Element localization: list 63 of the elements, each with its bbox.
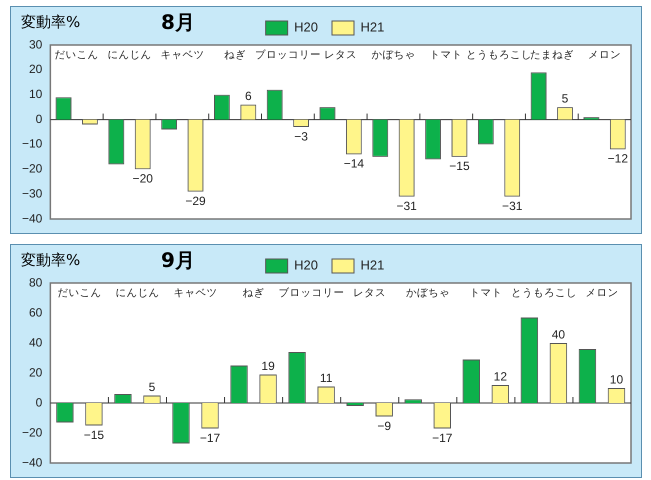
y-tick-label: −20 (22, 425, 43, 440)
x-tick-label: ブロッコリー (278, 286, 345, 299)
y-tick-label: 60 (28, 305, 43, 320)
data-label: −9 (377, 418, 392, 433)
data-label: −17 (200, 430, 221, 445)
data-label: 5 (148, 380, 156, 394)
x-tick-label: たまねぎ (530, 48, 574, 61)
data-label: −31 (396, 198, 418, 213)
y-tick-label: −40 (22, 211, 43, 226)
x-tick-label: にんじん (115, 286, 160, 299)
x-tick-label: ねぎ (224, 48, 246, 61)
legend-label: H21 (360, 20, 384, 35)
y-axis-title: 変動率% (21, 13, 80, 32)
x-tick-label: にんじん (108, 48, 152, 61)
x-tick-label: キャベツ (174, 286, 218, 299)
legend-label: H20 (294, 20, 318, 35)
x-tick-label: メロン (588, 48, 622, 61)
data-label: 5 (562, 91, 569, 106)
data-label: 11 (320, 370, 333, 385)
x-tick-label: とうもろこし (510, 286, 577, 299)
x-tick-label: ねぎ (242, 286, 265, 299)
x-tick-label: だいこん (54, 48, 99, 61)
x-tick-label: レタス (353, 286, 386, 299)
data-label: 40 (552, 327, 566, 342)
y-tick-label: 0 (36, 112, 43, 126)
y-tick-label: 20 (28, 62, 43, 76)
data-label: 12 (494, 369, 508, 384)
data-label: −29 (185, 194, 206, 208)
y-tick-label: −10 (22, 136, 43, 151)
x-tick-label: トマト (469, 286, 502, 299)
x-tick-label: ブロッコリー (254, 48, 321, 61)
data-label: −14 (344, 156, 364, 171)
y-tick-label: −40 (22, 455, 43, 470)
legend-label: H20 (294, 258, 318, 273)
data-label: −12 (608, 152, 628, 166)
data-label: 19 (261, 358, 276, 373)
y-tick-label: 30 (28, 37, 43, 52)
x-tick-label: だいこん (57, 286, 102, 299)
legend-label: H21 (360, 258, 384, 273)
y-tick-label: 10 (28, 87, 43, 102)
y-tick-label: −20 (22, 162, 43, 176)
x-tick-label: レタス (324, 48, 358, 61)
x-tick-label: かぼちゃ (371, 48, 416, 61)
y-tick-label: −30 (22, 186, 43, 200)
y-tick-label: 20 (28, 365, 43, 380)
data-label: −20 (132, 172, 154, 186)
data-label: 10 (610, 372, 624, 386)
data-label: −3 (294, 129, 308, 144)
data-label: −15 (449, 159, 470, 174)
y-tick-label: 40 (28, 335, 43, 350)
data-label: −15 (84, 428, 104, 442)
chart-title: 9月 (161, 247, 195, 274)
y-tick-label: 0 (36, 395, 43, 410)
data-label: −31 (502, 198, 523, 213)
data-label: 6 (244, 88, 252, 103)
x-tick-label: かぼちゃ (406, 286, 450, 299)
x-tick-label: トマト (430, 48, 463, 61)
x-tick-label: メロン (585, 286, 618, 299)
data-label: −17 (432, 430, 453, 445)
x-tick-label: キャベツ (160, 48, 204, 61)
y-axis-title: 変動率% (21, 251, 80, 270)
chart-title: 8月 (161, 9, 195, 36)
y-tick-label: 80 (28, 275, 43, 290)
